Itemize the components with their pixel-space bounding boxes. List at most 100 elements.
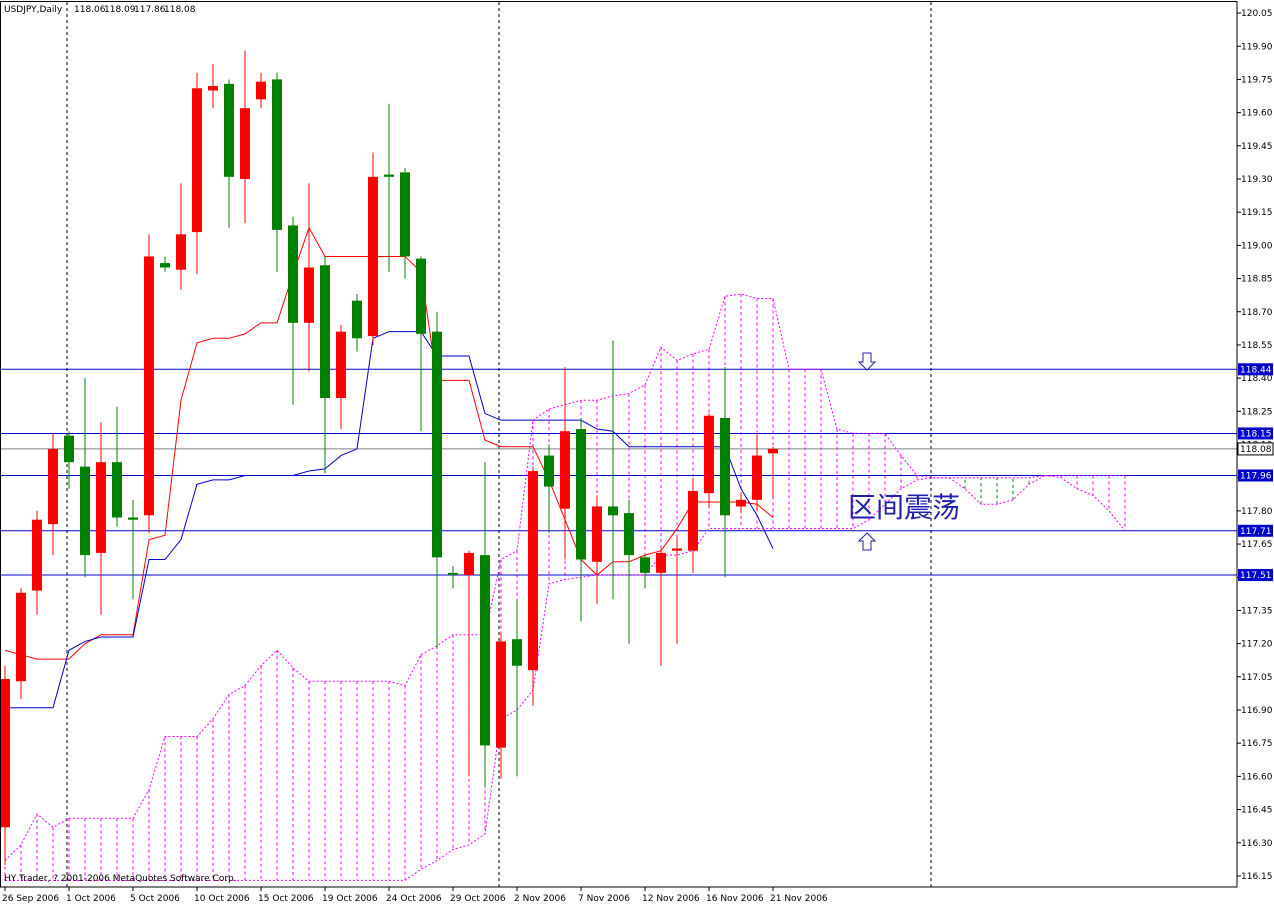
y-tick-label: 118.25 — [1241, 407, 1273, 417]
candle-body — [544, 455, 554, 487]
candle-body — [384, 174, 394, 177]
candle-body — [752, 455, 762, 500]
x-tick-label: 10 Oct 2006 — [194, 894, 250, 904]
y-tick-label: 120.05 — [1241, 9, 1273, 19]
candle-body — [672, 548, 682, 551]
x-tick-label: 24 Oct 2006 — [386, 894, 442, 904]
candle-body — [16, 592, 26, 682]
y-tick-label: 118.40 — [1241, 374, 1273, 384]
y-tick-label: 117.35 — [1241, 606, 1273, 616]
candle-body — [160, 263, 170, 268]
x-tick-label: 21 Nov 2006 — [770, 894, 828, 904]
up-arrow — [857, 532, 877, 551]
x-tick-label: 7 Nov 2006 — [578, 894, 630, 904]
candle-body — [624, 513, 634, 556]
y-tick-label: 117.80 — [1241, 507, 1273, 517]
y-tick-label: 119.45 — [1241, 142, 1273, 152]
candle-body — [128, 517, 138, 520]
level-label: 117.71 — [1240, 527, 1272, 537]
y-tick-label: 119.30 — [1241, 175, 1273, 185]
level-label: 117.51 — [1240, 571, 1272, 581]
x-tick-label: 15 Oct 2006 — [258, 894, 314, 904]
candle-body — [336, 331, 346, 399]
level-label-box — [1238, 363, 1273, 376]
y-tick-label: 117.05 — [1241, 673, 1273, 683]
level-label: 118.15 — [1240, 429, 1272, 439]
x-tick-label: 26 Sep 2006 — [2, 894, 59, 904]
candle-body — [736, 499, 746, 507]
candle-body — [512, 639, 522, 666]
level-label-box — [1238, 427, 1273, 440]
candle-body — [256, 81, 266, 100]
candle-body — [224, 83, 234, 177]
y-tick-label: 118.70 — [1241, 308, 1273, 318]
candle-body — [768, 448, 778, 454]
candle-body — [688, 490, 698, 551]
candle-body — [704, 415, 714, 494]
candle-body — [80, 466, 90, 556]
candle-body — [608, 506, 618, 516]
candle-body — [32, 519, 42, 591]
x-tick-label: 5 Oct 2006 — [130, 894, 180, 904]
candle-body — [176, 234, 186, 270]
x-tick-label: 19 Oct 2006 — [322, 894, 378, 904]
annotation: 区间震荡 — [848, 491, 960, 524]
x-tick-label: 2 Nov 2006 — [514, 894, 566, 904]
header-value: 118.08 — [164, 5, 196, 15]
y-tick-label: 118.85 — [1241, 275, 1273, 285]
candle-body — [720, 417, 730, 516]
level-label-box — [1238, 469, 1273, 482]
candle-body — [656, 552, 666, 573]
candle-body — [368, 176, 378, 337]
header-value: 117.86 — [134, 5, 166, 15]
candle-body — [560, 431, 570, 509]
candle-body — [464, 552, 474, 576]
header-value: 118.06 — [74, 5, 106, 15]
y-tick-label: 119.90 — [1241, 42, 1273, 52]
level-label-box — [1238, 524, 1273, 537]
last-price-label: 118.08 — [1240, 445, 1272, 455]
chart-title: USDJPY,Daily — [4, 5, 63, 15]
candle-body — [144, 256, 154, 516]
x-tick-label: 29 Oct 2006 — [450, 894, 506, 904]
candle-body — [48, 448, 58, 525]
candle-body — [96, 462, 106, 553]
candle-body — [400, 172, 410, 257]
y-tick-label: 116.30 — [1241, 839, 1273, 849]
candle-body — [64, 435, 74, 463]
y-tick-label: 116.60 — [1241, 772, 1273, 782]
level-label: 117.96 — [1240, 471, 1272, 481]
candle-body — [272, 79, 282, 230]
candle-body — [112, 462, 122, 518]
y-tick-label: 116.90 — [1241, 706, 1273, 716]
x-tick-label: 12 Nov 2006 — [642, 894, 700, 904]
indicator-line — [5, 331, 774, 709]
candle-body — [208, 86, 218, 91]
candle-body — [448, 572, 458, 576]
footer: HY Trader, ? 2001-2006 MetaQuotes Softwa… — [4, 874, 237, 884]
y-tick-label: 117.20 — [1241, 640, 1273, 650]
down-arrow — [857, 352, 877, 371]
level-label: 118.44 — [1240, 365, 1272, 375]
header-value: 118.09 — [104, 5, 136, 15]
y-tick-label: 116.15 — [1241, 872, 1273, 882]
y-tick-label: 116.75 — [1241, 739, 1273, 749]
y-tick-label: 119.15 — [1241, 208, 1273, 218]
candle-body — [592, 506, 602, 562]
candle-body — [288, 225, 298, 323]
y-tick-label: 119.60 — [1241, 109, 1273, 119]
candle-body — [640, 557, 650, 573]
candle-body — [240, 108, 250, 179]
last-price-box — [1237, 442, 1274, 456]
y-tick-label: 119.00 — [1241, 241, 1273, 251]
x-tick-label: 1 Oct 2006 — [66, 894, 116, 904]
candle-body — [320, 265, 330, 399]
candle-body — [432, 331, 442, 558]
y-tick-label: 116.45 — [1241, 806, 1273, 816]
y-tick-label: 117.65 — [1241, 540, 1273, 550]
candle-body — [416, 258, 426, 334]
x-tick-label: 16 Nov 2006 — [706, 894, 764, 904]
candle-body — [352, 300, 362, 339]
